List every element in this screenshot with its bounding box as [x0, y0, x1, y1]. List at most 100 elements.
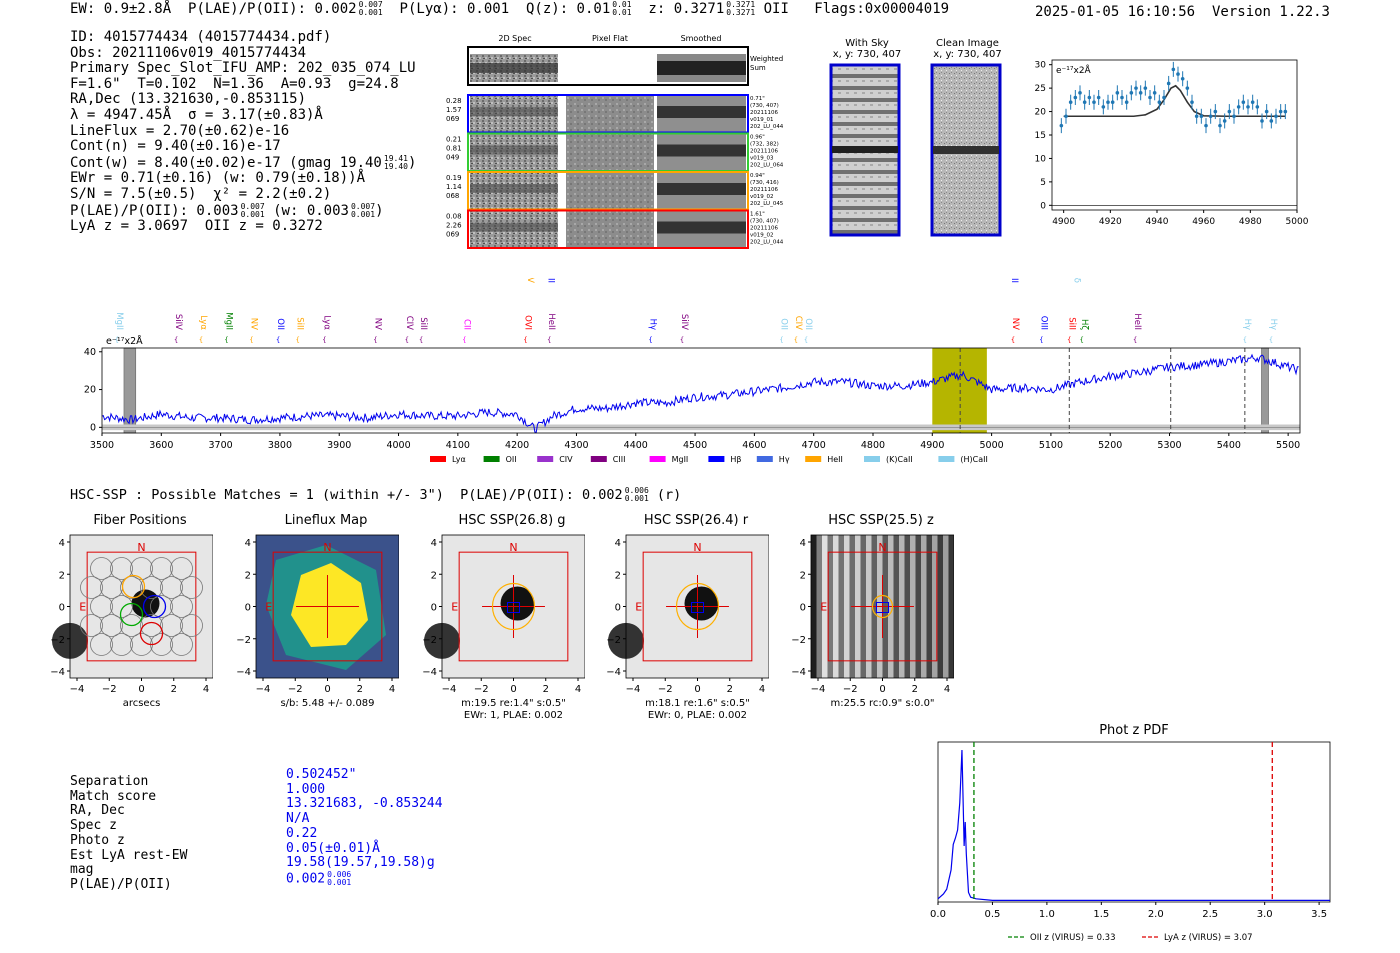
weighted-sum-row: Weighted Sum [467, 46, 783, 86]
cutout-smoothed-trace [657, 183, 746, 195]
hsc-y-tick-label: −4 [791, 667, 806, 678]
fiber-circle [160, 614, 183, 637]
spectrum-legend-swatch [805, 456, 822, 462]
hsc-x-tick-label: 2 [727, 684, 733, 695]
fit-data-point [1283, 104, 1288, 120]
spectrum-line-label: SiIV [679, 314, 689, 330]
spectrum-line-label: Hγ [1268, 319, 1278, 330]
fiber-green [119, 602, 144, 627]
spectrum-cutouts: 2D Spec Pixel Flat Smoothed Weighted Sum… [446, 34, 784, 249]
hsc-ellipse [871, 594, 894, 619]
hsc-x-tick-label: −2 [474, 684, 489, 695]
fiber-circle [120, 576, 143, 599]
hsc-caption-2: EWr: 1, PLAE: 0.002 [464, 710, 563, 720]
hsc-caption-1: m:19.5 re:1.4" s:0.5" [461, 698, 566, 709]
hsc-panel-title: HSC SSP(26.4) r [643, 513, 749, 528]
fiber-circle [90, 633, 113, 656]
col-smoothed: Smoothed [681, 34, 722, 43]
spectrum-y-tick-label: 40 [84, 347, 96, 358]
hsc-north-label: N [878, 541, 886, 554]
spectrum-legend-label: HeII [827, 455, 843, 464]
fit-point-marker [1208, 114, 1213, 119]
spectrum-line-bracket: { [462, 336, 466, 344]
spectrum-line-bracket: { [547, 336, 551, 344]
spectrum-line-bracket: { [1039, 336, 1043, 344]
hsc-panel-image: N E −4 −2 0 2 4 4 2 0 −2 −4 s/b: 5.48 +/- 0.089 [236, 534, 399, 709]
spectrum-legend-swatch [649, 456, 666, 462]
cutout-row-right-label: 202_LU_044 [750, 240, 784, 246]
hsc-y-tick-label: 4 [800, 538, 806, 549]
fit-data-point [1176, 66, 1180, 82]
fit-y-tick-label: 5 [1040, 178, 1046, 188]
spectrum-frame [101, 347, 1301, 434]
spectrum-legend-swatch [483, 456, 500, 462]
spectrum-line-bracket: { [1011, 336, 1015, 344]
header-qz: Q(z): 0.01 [525, 1, 611, 17]
hsc-z-stripe [932, 535, 938, 678]
fiber-circle [170, 633, 193, 656]
photz-frame [937, 741, 1331, 903]
spectrum-x-tick-label: 4100 [446, 440, 470, 451]
fiber-circle [150, 595, 173, 618]
spectrum-legend-swatch [864, 456, 880, 462]
spectrum-line-label-high: OIII [1009, 278, 1019, 283]
cutout-row-left-label: 069 [446, 115, 459, 123]
spectrum-unit-label: e⁻¹⁷x2Å [106, 335, 143, 347]
spectrum-line-label: SiII [418, 317, 428, 330]
summary-label: RA, Dec [70, 803, 125, 819]
header-version: Version 1.22.3 [1211, 4, 1330, 20]
spectrum-line-label: CII [461, 319, 471, 330]
fit-point-marker [1068, 100, 1073, 104]
header-summary: EW: 0.9±2.8Å P(LAE)/P(OII): 0.002 0.007 0.… [70, 0, 949, 18]
fit-data-point [1269, 113, 1274, 129]
hsc-x-tick-label: 0 [694, 684, 700, 695]
spectrum-line-bracket: { [523, 336, 527, 344]
spectrum-legend-entry: (H)CaII [938, 455, 988, 464]
fit-data-point [1236, 99, 1241, 115]
spectrum-legend-swatch [756, 456, 773, 462]
cutout-pixel-flat [566, 211, 654, 247]
fiber-circle [110, 557, 133, 580]
fiber-circle [110, 633, 133, 656]
fit-point-marker [1134, 86, 1138, 90]
fit-data-point [1264, 104, 1269, 120]
hsc-aperture-box [827, 551, 938, 662]
fit-point-marker [1138, 91, 1143, 95]
cutout-row-right-label: 202_LU_044 [750, 124, 784, 130]
summary-label: Match score [70, 788, 157, 804]
hsc-x-tick-label: 2 [912, 684, 918, 695]
spectrum-x-tick-label: 4500 [683, 440, 707, 451]
fit-data-point [1124, 94, 1129, 110]
fiber-circle [180, 614, 203, 637]
hsc-east-label: E [79, 601, 86, 614]
spectrum-line-label: NV [248, 318, 258, 330]
hsc-x-tick-label: −2 [102, 684, 117, 695]
fit-point-marker [1283, 109, 1288, 114]
hsc-east-label: E [635, 601, 642, 614]
hsc-y-tick-label: −2 [422, 635, 437, 646]
header-z-frac: 0.3271 0.3271 [726, 0, 756, 17]
info-params: F=1.6" T=0.102 N=1.36 A=0.93 g=24.8 [70, 75, 399, 92]
fiber-circle [100, 614, 123, 637]
spectrum-legend-swatch [938, 456, 955, 462]
fit-data-point [1101, 99, 1106, 115]
hsc-z-stripe [816, 535, 822, 678]
fit-x-tick-label: 5000 [1286, 217, 1309, 227]
hsc-panel-image: N E −4 −2 0 2 4 4 2 0 −2 −4 m:18.1 re:1.6" s:0.5"EWr… [606, 534, 769, 720]
fit-x-tick-label: 4940 [1146, 217, 1169, 227]
cutout-row-right-label: 1.61" [750, 212, 765, 218]
fit-point-marker [1222, 119, 1227, 123]
spectrum-legend-entry: OII [483, 455, 517, 464]
sky-images [829, 63, 1002, 237]
cutout-row-right-label: v019_02 [750, 194, 774, 200]
fit-point-marker [1241, 100, 1246, 104]
cutout-smoothed-trace [657, 106, 746, 118]
fit-point-marker [1218, 123, 1222, 128]
hsc-y-tick-label: 0 [245, 603, 251, 614]
spectrum-line-bracket: { [419, 336, 423, 344]
spectrum-line-bracket: { [405, 336, 409, 344]
fit-data-point [1166, 75, 1171, 91]
cutout-row-left-label: 0.08 [446, 213, 462, 221]
hsc-ellipse [491, 582, 536, 631]
spectrum-legend-swatch [430, 456, 446, 462]
